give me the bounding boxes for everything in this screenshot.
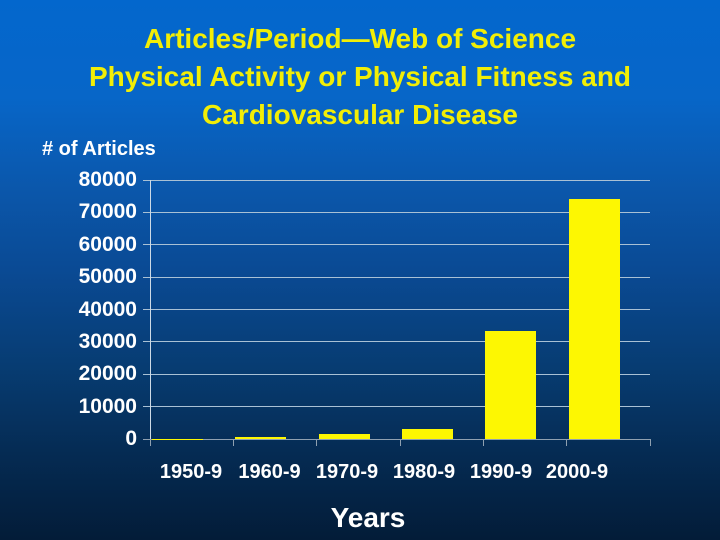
slide-title: Articles/Period—Web of Science Physical … bbox=[0, 20, 720, 134]
x-tick-label: 1960-9 bbox=[238, 461, 301, 483]
x-tick-label: 1980-9 bbox=[392, 461, 456, 483]
x-axis-tick bbox=[399, 439, 401, 446]
y-axis-line bbox=[150, 180, 151, 439]
gridline bbox=[143, 179, 650, 181]
y-tick-label: 80000 bbox=[78, 168, 137, 191]
gridline bbox=[143, 309, 650, 310]
bar-2000-9 bbox=[568, 199, 620, 439]
gridline bbox=[143, 276, 650, 278]
slide-title-line-3: Cardiovascular Disease bbox=[202, 99, 518, 130]
y-tick-label: 50000 bbox=[78, 265, 137, 289]
x-axis-tick bbox=[316, 439, 318, 446]
gridline bbox=[143, 406, 650, 408]
x-tick-label: 2000-9 bbox=[545, 461, 609, 483]
x-axis-title: Years bbox=[330, 502, 406, 533]
slide-title-line-2: Physical Activity or Physical Fitness an… bbox=[88, 61, 632, 92]
slide-title-line-1: Articles/Period—Web of Science bbox=[143, 23, 577, 54]
y-tick-label: 0 bbox=[125, 427, 137, 450]
gridline bbox=[143, 244, 650, 246]
y-tick-label: 60000 bbox=[78, 232, 137, 256]
x-tick-label: 1990-9 bbox=[469, 461, 533, 483]
y-tick-label: 40000 bbox=[78, 297, 137, 321]
y-tick-label: 70000 bbox=[78, 200, 137, 224]
y-tick-label: 10000 bbox=[78, 394, 137, 418]
gridline bbox=[143, 373, 650, 375]
x-axis-tick bbox=[149, 439, 151, 446]
y-axis-title: # of Articles bbox=[42, 138, 156, 160]
gridline bbox=[143, 211, 650, 213]
bar-1980-9 bbox=[402, 429, 453, 439]
x-axis-tick bbox=[482, 439, 484, 446]
bar-1970-9 bbox=[318, 434, 370, 439]
x-tick-label: 1970-9 bbox=[315, 461, 379, 483]
x-axis-line bbox=[143, 438, 650, 440]
x-axis-tick bbox=[649, 439, 651, 446]
x-tick-label: 1950-9 bbox=[159, 461, 223, 483]
bar-1990-9 bbox=[485, 330, 537, 439]
bar-1960-9 bbox=[235, 436, 287, 439]
x-axis-tick bbox=[232, 439, 234, 446]
gridline bbox=[143, 341, 650, 343]
y-tick-label: 20000 bbox=[78, 362, 137, 386]
y-tick-label: 30000 bbox=[78, 329, 137, 353]
x-axis-tick bbox=[566, 439, 568, 446]
